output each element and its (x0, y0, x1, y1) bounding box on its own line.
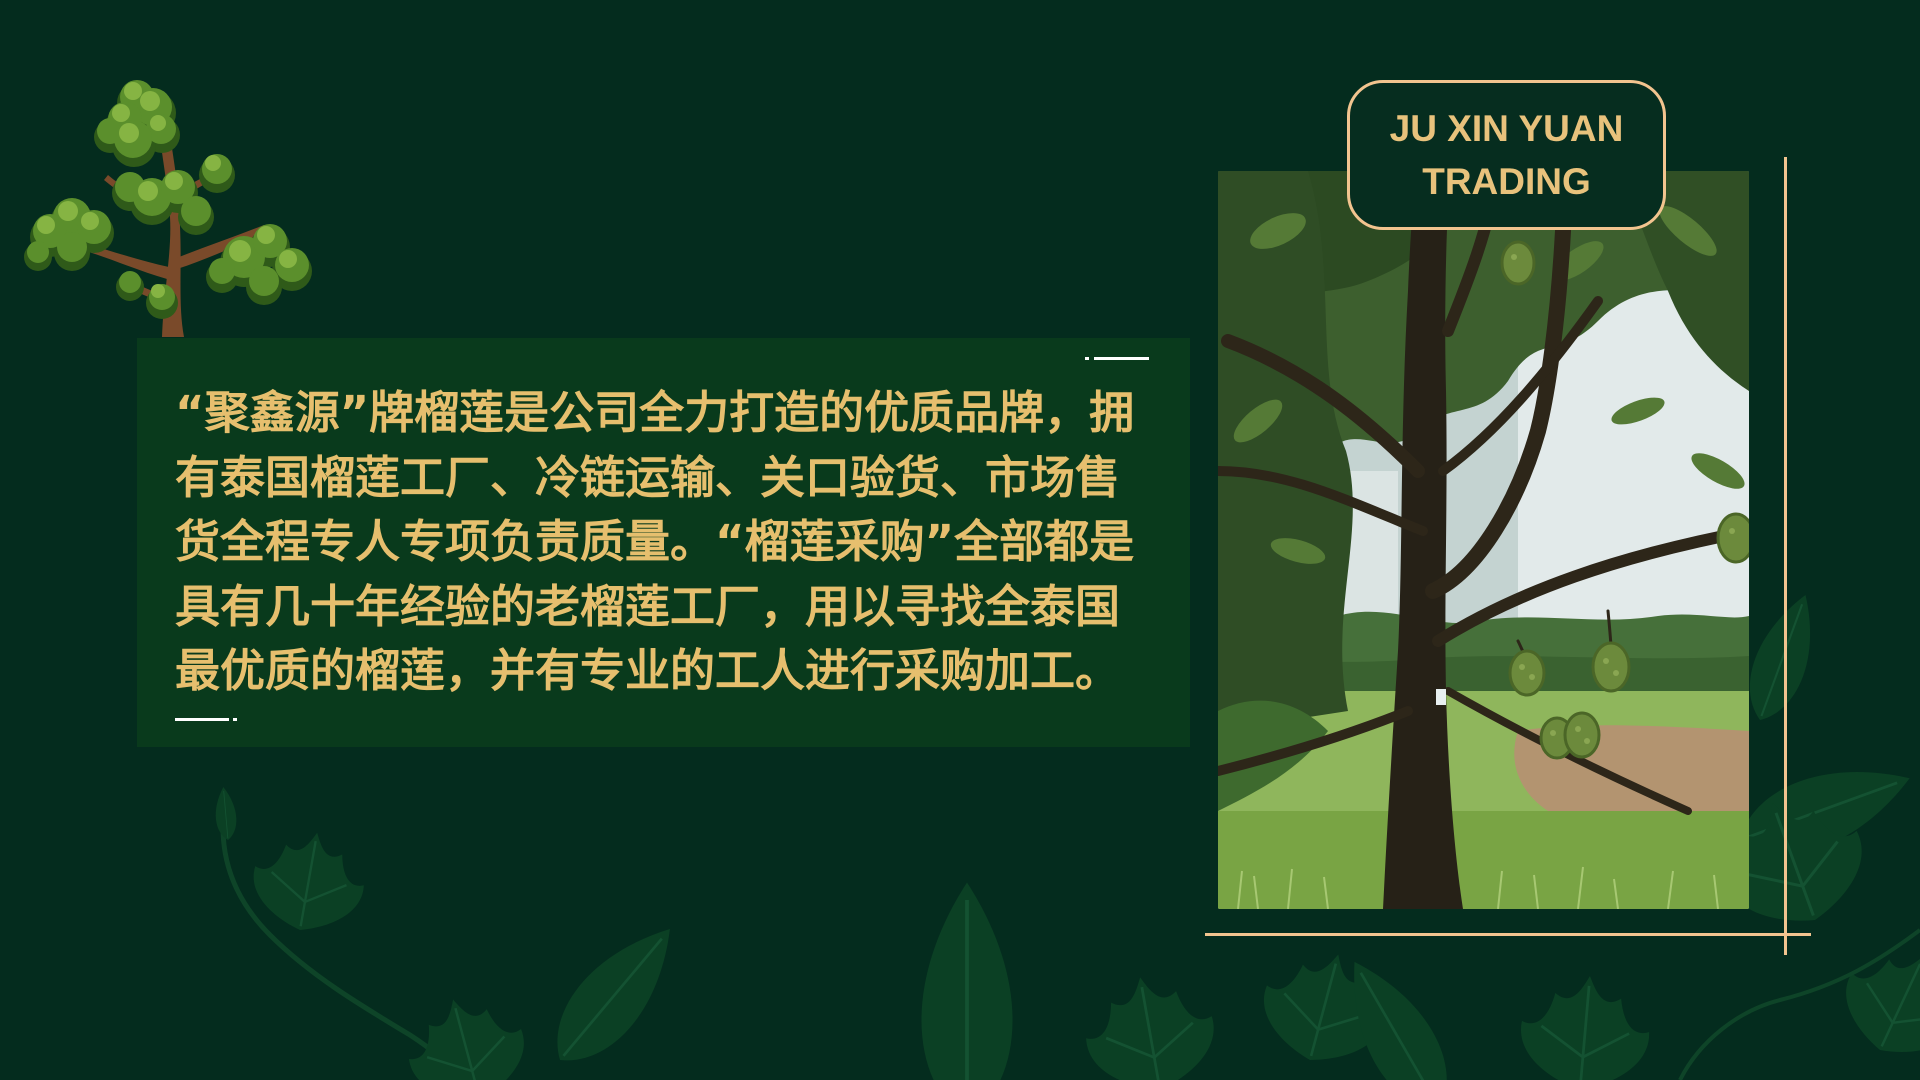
description-line: 货全程专人专项负责质量。“榴莲采购”全部都是 (175, 515, 1135, 568)
leaf-decoration (1825, 929, 1920, 1076)
leaf-decoration (919, 880, 1015, 1080)
brand-name-line2: TRADING (1422, 161, 1591, 202)
leaf-decoration (1734, 585, 1831, 730)
frame-line-horizontal (1205, 933, 1811, 936)
description-line: “聚鑫源”牌榴莲是公司全力打造的优质品牌，拥 (175, 386, 1135, 439)
description-line: 具有几十年经验的老榴莲工厂，用以寻找全泰国 (175, 579, 1121, 633)
leaf-decoration (533, 906, 697, 1080)
leaf-decoration (1075, 964, 1225, 1080)
vine-stem (220, 795, 463, 1080)
description-text: “聚鑫源”牌榴莲是公司全力打造的优质品牌，拥 有泰国榴莲工厂、冷链运输、关口验货… (175, 381, 1165, 704)
description-line: 最优质的榴莲，并有专业的工人进行采购加工。 (175, 644, 1121, 697)
dash-line-bottom (175, 718, 229, 721)
description-line: 有泰国榴莲工厂、冷链运输、关口验货、市场售 (175, 450, 1121, 504)
dash-dot-bottom (233, 718, 237, 721)
brand-name-line1: JU XIN YUAN (1389, 108, 1624, 149)
leaf-decoration (244, 821, 373, 941)
leaf-decoration (395, 983, 538, 1080)
durian-tree-photo (1218, 171, 1749, 909)
vine-stem (1678, 928, 1920, 1080)
leaf-decoration (1514, 969, 1656, 1080)
description-panel: “聚鑫源”牌榴莲是公司全力打造的优质品牌，拥 有泰国榴莲工厂、冷链运输、关口验货… (137, 338, 1190, 747)
dash-line-top (1094, 357, 1149, 360)
brand-badge: JU XIN YUAN TRADING (1347, 80, 1666, 230)
dash-dot-top (1085, 357, 1089, 360)
leaf-decoration (212, 785, 239, 842)
frame-line-vertical (1784, 157, 1787, 955)
tree-illustration (24, 80, 312, 337)
